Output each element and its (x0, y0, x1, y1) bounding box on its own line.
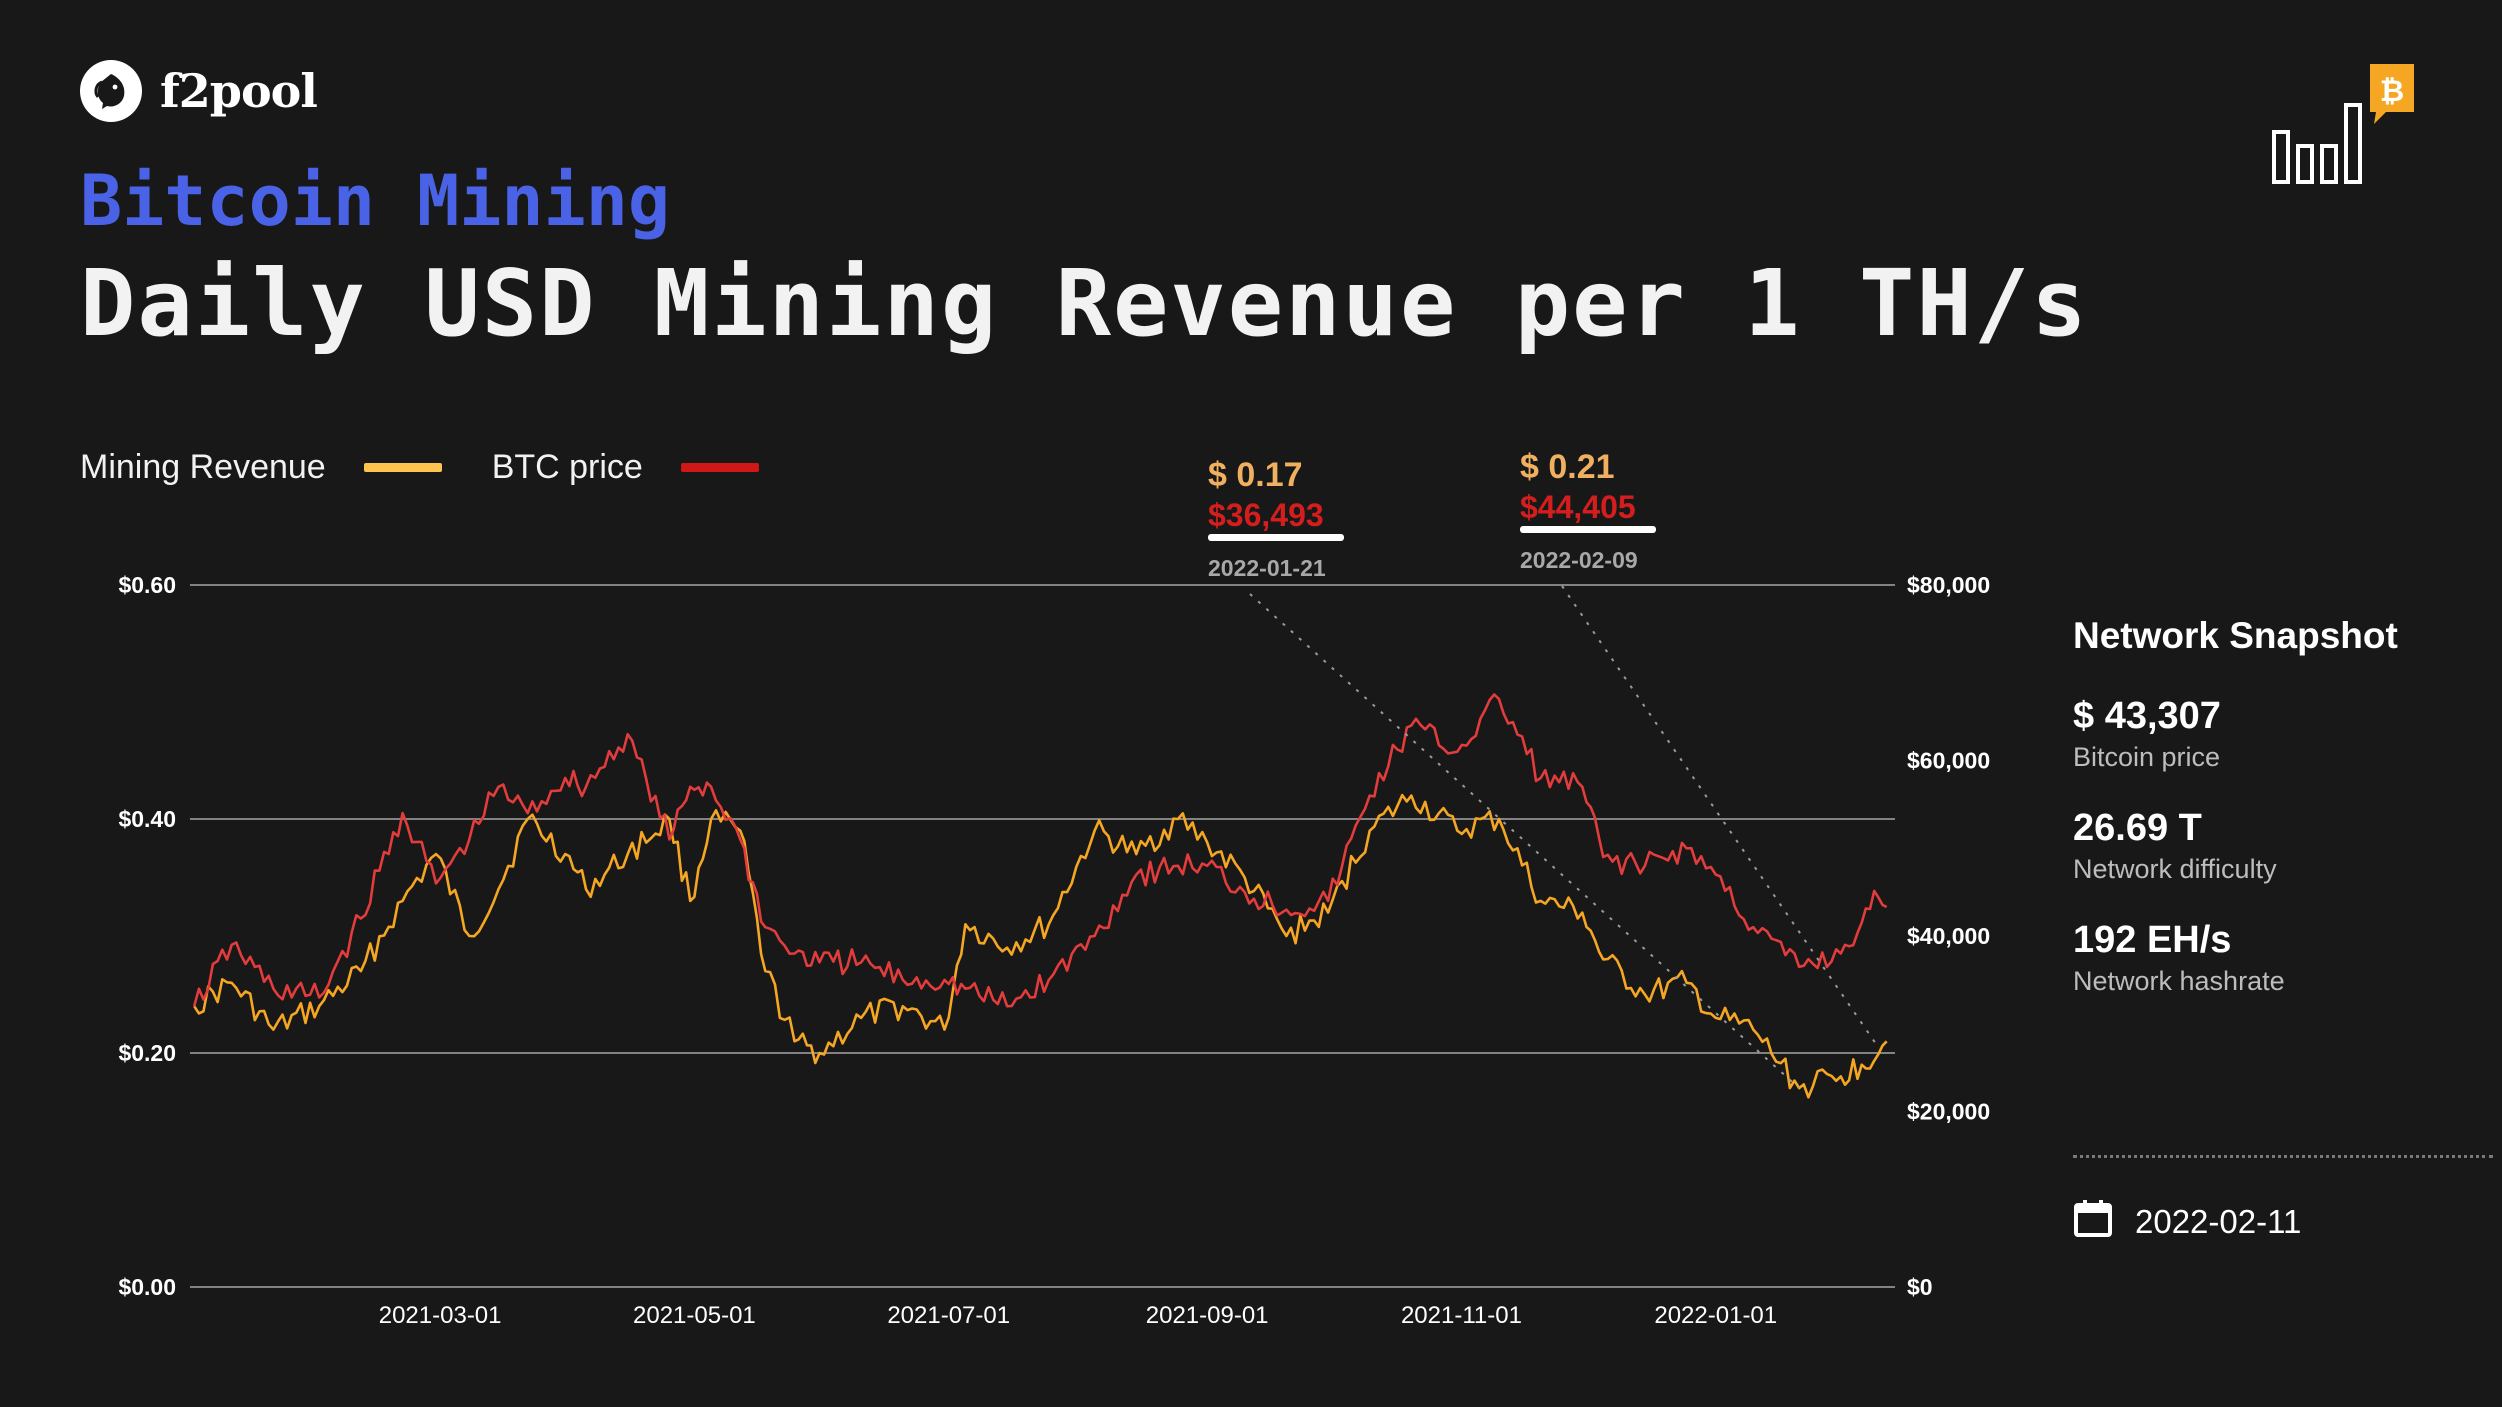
metric-label: Network hashrate (2073, 966, 2285, 996)
annotation-price: $44,405 (1520, 489, 1636, 525)
y-left-tick-label: $0.40 (118, 806, 176, 832)
y-left-tick-label: $0.20 (118, 1040, 176, 1066)
calendar-icon (2073, 1198, 2113, 1246)
y-left-tick-label: $0.00 (118, 1274, 176, 1300)
y-right-tick-label: $40,000 (1907, 923, 1990, 949)
chart-legend: Mining Revenue BTC price (80, 448, 809, 487)
chart-lines (192, 693, 1888, 1099)
annotation-leader (1249, 593, 1800, 1089)
y-right-tick-label: $60,000 (1907, 748, 1990, 774)
snapshot-date: 2022-02-11 (2073, 1198, 2301, 1246)
x-tick-label: 2021-11-01 (1401, 1302, 1522, 1329)
annotation-underline (1208, 534, 1344, 541)
annotation-date: 2022-01-21 (1208, 555, 1326, 581)
page-title: Daily USD Mining Revenue per 1 TH/s (80, 250, 2089, 357)
legend-swatch-btc (680, 463, 759, 472)
svg-text:₿: ₿ (2380, 74, 2404, 109)
metric-value: $ 43,307 (2073, 695, 2221, 737)
brand-name: f2pool (160, 64, 318, 118)
annotation-revenue: $ 0.17 (1208, 456, 1303, 494)
x-tick-label: 2022-01-01 (1654, 1302, 1777, 1329)
metric-bitcoin-price: $ 43,307 Bitcoin price (2073, 695, 2493, 773)
metric-network-difficulty: 26.69 T Network difficulty (2073, 807, 2493, 885)
series-line-btc (192, 693, 1888, 1008)
metric-network-hashrate: 192 EH/s Network hashrate (2073, 919, 2493, 997)
bitcoin-bar-chart-icon: ₿ (2262, 60, 2422, 190)
network-snapshot-panel: Network Snapshot $ 43,307 Bitcoin price … (2073, 615, 2493, 1031)
legend-label-revenue: Mining Revenue (80, 448, 326, 486)
snapshot-title: Network Snapshot (2073, 615, 2398, 656)
annotation-underline (1520, 526, 1656, 533)
metric-label: Network difficulty (2073, 854, 2277, 884)
y-left-tick-label: $0.60 (118, 572, 176, 598)
y-right-tick-label: $80,000 (1907, 572, 1990, 598)
x-tick-label: 2021-09-01 (1146, 1302, 1269, 1329)
chart-annotations: $ 0.17$36,493 2022-01-21 $ 0.21$44,405 2022… (1208, 448, 1880, 1089)
metric-value: 192 EH/s (2073, 919, 2232, 961)
fish-logo-icon (80, 60, 142, 122)
metric-value: 26.69 T (2073, 807, 2202, 849)
brand: f2pool (80, 60, 318, 122)
x-tick-label: 2021-03-01 (379, 1302, 502, 1329)
legend-swatch-revenue (363, 463, 442, 472)
annotation-revenue: $ 0.21 (1520, 448, 1615, 486)
snapshot-date-text: 2022-02-11 (2135, 1203, 2302, 1240)
x-tick-label: 2021-07-01 (887, 1302, 1010, 1329)
y-right-tick-label: $0 (1907, 1274, 1933, 1300)
x-tick-label: 2021-05-01 (633, 1302, 756, 1329)
chart-ticks: $0.00 $0.20 $0.40 $0.60 $0 $20,000 $40,000 $60,… (118, 572, 1990, 1329)
metric-label: Bitcoin price (2073, 742, 2221, 772)
page-subtitle: Bitcoin Mining (80, 160, 671, 242)
snapshot-divider (2073, 1155, 2493, 1158)
annotation-price: $36,493 (1208, 497, 1324, 533)
series-line-revenue (193, 793, 1888, 1099)
chart-grid (190, 584, 1895, 1288)
y-right-tick-label: $20,000 (1907, 1099, 1990, 1125)
legend-label-btc: BTC price (491, 448, 643, 486)
annotation-leader (1561, 585, 1880, 1048)
annotation-date: 2022-02-09 (1520, 547, 1638, 573)
